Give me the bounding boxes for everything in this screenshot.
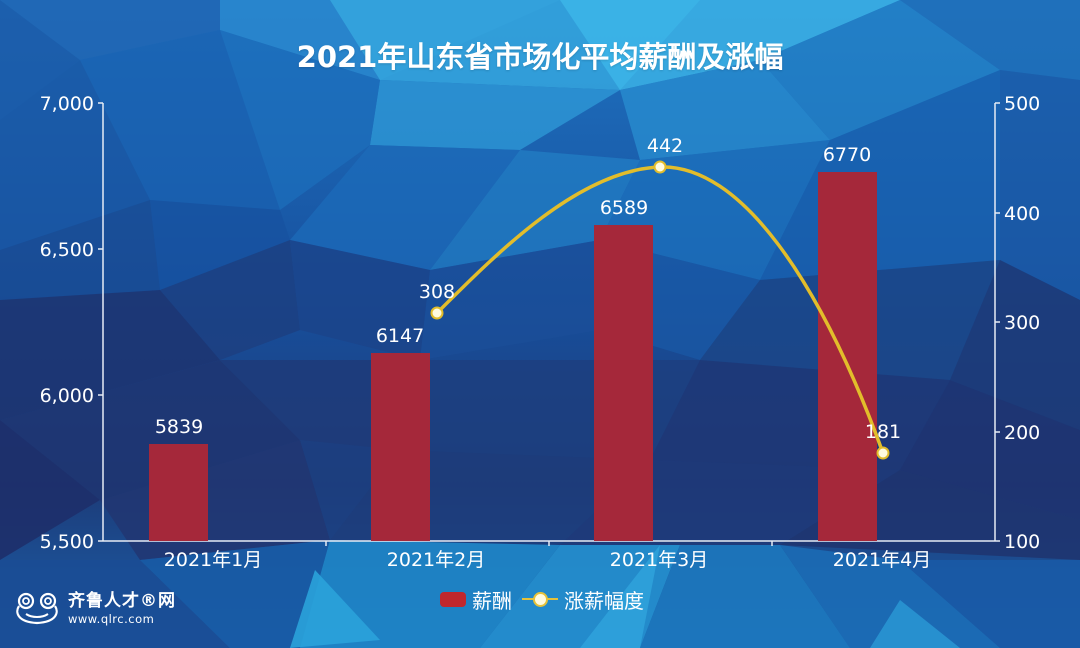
chart-title: 2021年山东省市场化平均薪酬及涨幅	[296, 40, 784, 74]
line-marker-swatch-icon	[522, 591, 558, 607]
bar-swatch-icon	[440, 591, 466, 607]
right-tick-label: 200	[1004, 422, 1040, 444]
left-tick-label: 7,000	[40, 93, 94, 115]
line-series-raise: 308 442 181	[419, 135, 901, 460]
line-value-label: 181	[865, 421, 901, 443]
right-tick-label: 100	[1004, 531, 1040, 553]
right-tick-label: 500	[1004, 93, 1040, 115]
legend-item-raise[interactable]: 涨薪幅度	[522, 585, 644, 614]
bar-value-label: 5839	[155, 416, 203, 438]
line-marker	[430, 306, 444, 320]
raise-line	[435, 165, 885, 455]
line-value-label: 308	[419, 281, 455, 303]
bar	[149, 444, 208, 541]
left-y-axis: 7,000 6,500 6,000 5,500	[40, 93, 104, 553]
left-tick-label: 6,000	[40, 385, 94, 407]
bar-value-label: 6147	[376, 325, 424, 347]
bar-series-salary: 5839 6147 6589 6770	[149, 144, 877, 541]
line-marker	[653, 160, 667, 174]
category-label: 2021年3月	[610, 549, 708, 571]
left-tick-label: 5,500	[40, 531, 94, 553]
legend: 薪酬 涨薪幅度	[440, 585, 654, 613]
bar	[818, 172, 877, 541]
bar-value-label: 6589	[600, 197, 648, 219]
frog-logo-icon	[16, 592, 58, 625]
category-label: 2021年4月	[833, 549, 931, 571]
x-axis: 2021年1月 2021年2月 2021年3月 2021年4月	[103, 540, 995, 571]
bar-value-label: 6770	[823, 144, 871, 166]
line-value-label: 442	[647, 135, 683, 157]
legend-item-salary[interactable]: 薪酬	[440, 585, 512, 614]
left-tick-label: 6,500	[40, 239, 94, 261]
bar	[594, 225, 653, 541]
legend-label: 涨薪幅度	[564, 588, 644, 613]
right-tick-label: 300	[1004, 312, 1040, 334]
bar	[371, 353, 430, 541]
category-label: 2021年1月	[164, 549, 262, 571]
right-y-axis: 500 400 300 200 100	[994, 93, 1040, 553]
category-label: 2021年2月	[387, 549, 485, 571]
logo-url: www.qlrc.com	[68, 611, 155, 626]
right-tick-label: 400	[1004, 203, 1040, 225]
legend-label: 薪酬	[472, 588, 512, 613]
logo-name: 齐鲁人才®网	[68, 590, 176, 611]
line-marker	[876, 446, 890, 460]
watermark-logo: 齐鲁人才®网 www.qlrc.com	[14, 592, 176, 626]
